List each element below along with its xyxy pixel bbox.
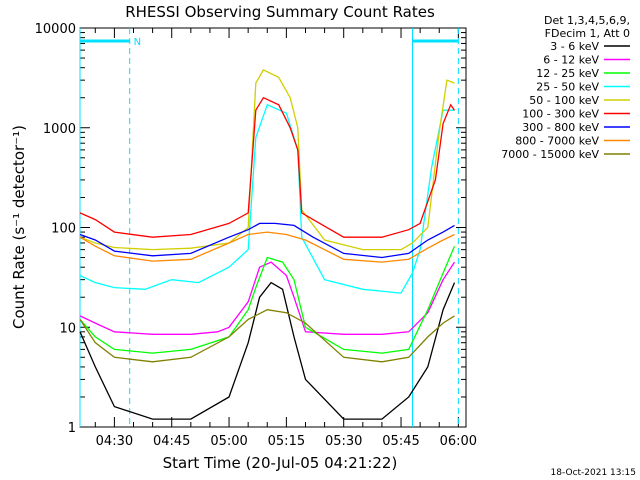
x-tick-label: 05:00 <box>210 434 247 449</box>
x-axis: 04:30 04:45 05:00 05:15 05:30 05:45 06:00 <box>94 28 477 449</box>
legend-label: 300 - 800 keV <box>522 121 599 134</box>
plot-frame <box>79 27 467 428</box>
y-axis-label: Count Rate (s⁻¹ detector⁻¹) <box>10 125 28 329</box>
y-tick-label: 1000 <box>43 122 76 137</box>
legend-header-line-1: Det 1,3,4,5,6,9, <box>544 14 630 27</box>
y-axis: 1 10 100 1000 10000 <box>35 22 466 436</box>
x-tick-label: 06:00 <box>440 434 477 449</box>
legend-label: 7000 - 15000 keV <box>501 148 599 161</box>
y-tick-label: 10000 <box>35 22 76 37</box>
x-tick-label: 05:15 <box>268 434 305 449</box>
generation-timestamp: 18-Oct-2021 13:15 <box>551 468 636 478</box>
y-tick-label: 10 <box>59 321 76 336</box>
x-tick-label: 05:45 <box>382 434 419 449</box>
legend-header-line-2: FDecim 1, Att 0 <box>545 27 630 40</box>
x-tick-label: 04:30 <box>96 434 133 449</box>
night-marker-label: N <box>134 37 141 48</box>
chart-title: RHESSI Observing Summary Count Rates <box>125 3 435 21</box>
y-tick-label: 100 <box>51 222 76 237</box>
legend: Det 1,3,4,5,6,9, FDecim 1, Att 0 3 - 6 k… <box>501 14 630 161</box>
legend-label: 12 - 25 keV <box>536 67 599 80</box>
legend-label: 100 - 300 keV <box>522 108 599 121</box>
series-line <box>79 96 456 238</box>
series-line <box>79 231 455 263</box>
y-tick-label: 1 <box>68 421 76 436</box>
orbit-markers: N <box>79 28 459 427</box>
legend-label: 800 - 7000 keV <box>515 135 599 148</box>
legend-label: 25 - 50 keV <box>536 81 599 94</box>
series-line <box>79 245 456 354</box>
x-tick-label: 04:45 <box>153 434 190 449</box>
series-lines <box>79 69 456 420</box>
x-axis-label: Start Time (20-Jul-05 04:21:22) <box>163 454 398 472</box>
legend-label: 3 - 6 keV <box>550 40 599 53</box>
series-line <box>79 103 455 294</box>
series-line <box>79 281 456 420</box>
x-tick-label: 05:30 <box>325 434 362 449</box>
legend-label: 50 - 100 keV <box>529 94 599 107</box>
series-line <box>79 261 456 335</box>
series-line <box>79 69 455 251</box>
series-line <box>79 309 455 363</box>
series-line <box>79 222 455 259</box>
legend-label: 6 - 12 keV <box>543 54 599 67</box>
